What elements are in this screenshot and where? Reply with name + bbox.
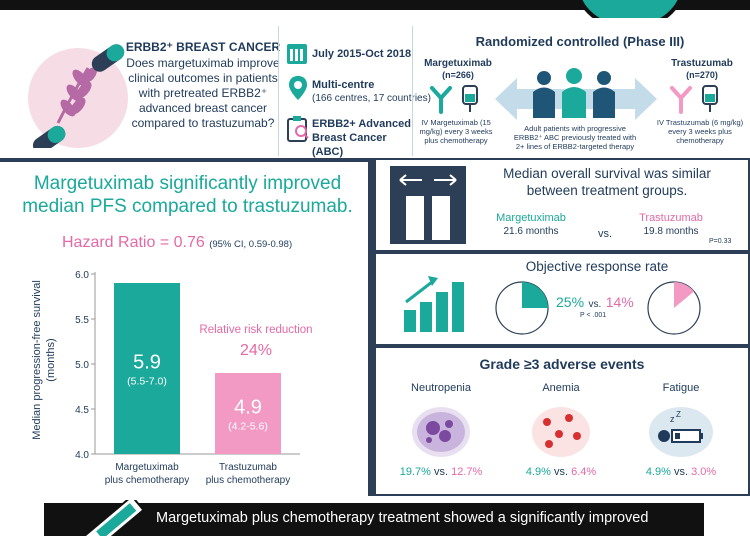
y-tick-label: 4.5 bbox=[75, 405, 89, 416]
iv-bag-icon-arm2 bbox=[702, 85, 718, 112]
orr-panel: Objective response rate 25% vs. 14% P < … bbox=[376, 254, 748, 344]
location-pin-icon bbox=[289, 76, 307, 100]
os-arm2-label: Trastuzumab bbox=[639, 212, 703, 224]
orr-title: Objective response rate bbox=[525, 259, 669, 274]
breast-cancer-icon bbox=[28, 44, 128, 148]
os-title: Median overall survival was similar betw… bbox=[503, 166, 711, 198]
study-question: Does margetuximab improve clinical outco… bbox=[126, 56, 280, 130]
os-p-value: P=0.33 bbox=[709, 238, 732, 245]
growth-chart-icon bbox=[404, 276, 464, 332]
conclusion-text: Margetuximab plus chemotherapy treatment… bbox=[156, 510, 649, 526]
ae-fatigue-arm1: 4.9% bbox=[645, 466, 671, 478]
ae-title: Grade ≥3 adverse events bbox=[479, 356, 645, 372]
orr-pie-arm1 bbox=[495, 281, 549, 335]
ae-anemia-label: Anemia bbox=[542, 382, 580, 394]
bar-ci-label: (5.5-7.0) bbox=[127, 376, 167, 388]
svg-text:z: z bbox=[670, 414, 675, 424]
y-tick-label: 5.0 bbox=[75, 360, 89, 371]
os-icon bbox=[390, 166, 466, 244]
syringe-icon bbox=[76, 500, 145, 536]
bar-value-label: 4.9 bbox=[234, 397, 262, 419]
bar-1 bbox=[114, 283, 180, 454]
orr-p-value: P < .001 bbox=[580, 312, 607, 319]
study-dates: July 2015-Oct 2018 bbox=[312, 48, 412, 60]
category-label: Trastuzumab plus chemotherapy bbox=[206, 462, 291, 486]
ae-anemia-arm2: 6.4% bbox=[571, 466, 597, 478]
ae-neutropenia-arm2: 12.7% bbox=[451, 466, 483, 478]
arm2-regimen: IV Trastuzumab (6 mg/kg) every 3 weeks p… bbox=[656, 118, 744, 145]
neutropenia-cells-icon bbox=[412, 407, 470, 457]
os-panel: Median overall survival was similar betw… bbox=[376, 160, 748, 250]
y-tick-label: 6.0 bbox=[75, 270, 89, 281]
pfs-panel: Margetuximab significantly improved medi… bbox=[0, 158, 372, 496]
ae-anemia-arm1: 4.9% bbox=[525, 466, 551, 478]
os-vs: vs. bbox=[597, 228, 613, 240]
arm2-name: Trastuzumab bbox=[671, 58, 733, 69]
ae-fatigue-values: 4.9% vs. 3.0% bbox=[621, 466, 741, 478]
ae-neutropenia-arm1: 19.7% bbox=[399, 466, 431, 478]
os-arm1-value: 21.6 months bbox=[503, 226, 559, 237]
clipboard-icon bbox=[287, 116, 309, 142]
multicentre-detail: (166 centres, 17 countries) bbox=[312, 93, 431, 104]
divider-2 bbox=[412, 26, 413, 156]
orr-values: 25% vs. 14% bbox=[556, 294, 646, 312]
pie-slice bbox=[674, 282, 695, 308]
pfs-headline: Margetuximab significantly improved medi… bbox=[22, 173, 353, 217]
multicentre-title: Multi-centre bbox=[312, 79, 375, 91]
ae-fatigue-vs: vs. bbox=[673, 466, 689, 478]
bar-value-label: 5.9 bbox=[133, 352, 161, 374]
pie-slice bbox=[522, 282, 548, 308]
pfs-bar-chart: 4.0 4.5 5.0 5.5 6.0 Median progression-free s… bbox=[31, 270, 300, 486]
abc-label: ERBB2+ Advanced Breast Cancer (ABC) bbox=[312, 118, 411, 158]
rrr-value: 24% bbox=[239, 342, 273, 359]
ae-neutropenia-label: Neutropenia bbox=[411, 382, 471, 394]
iv-bag-icon-arm1 bbox=[462, 85, 478, 112]
top-strip bbox=[0, 0, 750, 10]
rrr-label: Relative risk reduction bbox=[199, 324, 313, 336]
antibody-icon-arm1 bbox=[430, 86, 452, 114]
header-section: ERBB2⁺ BREAST CANCER Does margetuximab i… bbox=[0, 18, 750, 158]
arm2-n: (n=270) bbox=[686, 70, 718, 80]
antibody-icon-arm2 bbox=[670, 86, 692, 114]
ae-anemia-values: 4.9% vs. 6.4% bbox=[501, 466, 621, 478]
os-arm1-label: Margetuximab bbox=[496, 212, 566, 224]
y-tick-label: 4.0 bbox=[75, 450, 89, 461]
hazard-ratio: Hazard Ratio = 0.76 (95% CI, 0.59-0.98) bbox=[62, 234, 362, 252]
calendar-icon bbox=[287, 44, 307, 64]
ae-fatigue-arm2: 3.0% bbox=[691, 466, 717, 478]
os-arm2-value: 19.8 months bbox=[643, 226, 699, 237]
orr-vs: vs. bbox=[588, 299, 602, 310]
arm1-regimen: IV Margetuximab (15 mg/kg) every 3 weeks… bbox=[419, 118, 493, 145]
conclusion-banner bbox=[44, 503, 704, 536]
question-title: ERBB2⁺ BREAST CANCER bbox=[125, 40, 281, 54]
patients-icon bbox=[533, 68, 615, 118]
ae-anemia-vs: vs. bbox=[553, 466, 569, 478]
hazard-ratio-ci: (95% CI, 0.59-0.98) bbox=[209, 239, 293, 250]
divider-1 bbox=[278, 26, 279, 156]
fatigue-battery-icon: z Z bbox=[649, 407, 713, 457]
orr-arm1-value: 25% bbox=[556, 294, 585, 310]
category-label: Margetuximab plus chemotherapy bbox=[105, 462, 190, 486]
trial-title: Randomized controlled (Phase III) bbox=[475, 34, 685, 49]
hazard-ratio-value: Hazard Ratio = 0.76 bbox=[62, 234, 205, 251]
orr-pie-arm2 bbox=[647, 281, 701, 335]
y-tick-label: 5.5 bbox=[75, 315, 89, 326]
ae-neutropenia-vs: vs. bbox=[433, 466, 449, 478]
ae-neutropenia-values: 19.7% vs. 12.7% bbox=[381, 466, 501, 478]
y-axis-label: Median progression-free survival (months) bbox=[31, 280, 57, 440]
bar-ci-label: (4.2-5.6) bbox=[228, 421, 268, 433]
svg-text:Z: Z bbox=[676, 410, 681, 419]
ae-panel: Grade ≥3 adverse events Neutropenia 19.7… bbox=[376, 348, 748, 494]
arm1-n: (n=266) bbox=[442, 70, 474, 80]
ae-fatigue-label: Fatigue bbox=[662, 382, 700, 394]
bar-2 bbox=[215, 373, 281, 454]
population-description: Adult patients with progressive ERBB2⁺ A… bbox=[513, 124, 637, 151]
orr-arm2-value: 14% bbox=[605, 294, 634, 310]
arm1-name: Margetuximab bbox=[424, 58, 492, 69]
anemia-cells-icon bbox=[532, 407, 590, 457]
